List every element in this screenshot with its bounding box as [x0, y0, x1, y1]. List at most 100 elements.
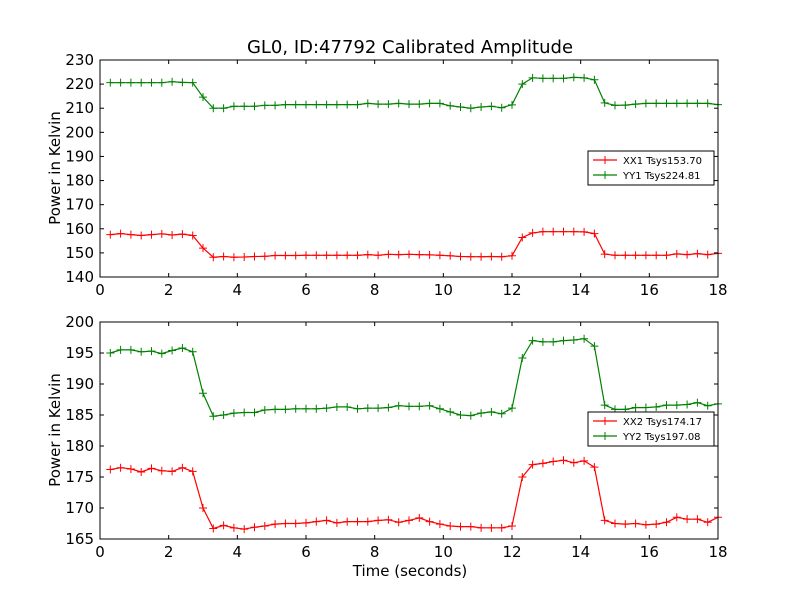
top-series-1-point: [621, 101, 630, 110]
top-series-0-point: [703, 250, 712, 259]
top-series-1-point: [683, 99, 692, 108]
bottom-series-0-point: [693, 515, 702, 524]
bottom-series-0-point: [116, 463, 125, 472]
bottom-series-0-point: [466, 522, 475, 531]
top-series-0-point: [209, 253, 218, 262]
bottom-series-0-point: [147, 464, 156, 473]
top-y-tick-label: 210: [65, 99, 94, 117]
bottom-series-1-point: [456, 411, 465, 419]
top-y-tick-label: 180: [65, 172, 94, 190]
bottom-y-tick-label: 200: [65, 313, 94, 331]
top-series-0-point: [538, 227, 547, 236]
top-x-tick-label: 8: [370, 281, 380, 299]
top-series-1-point: [549, 74, 558, 83]
bottom-series-1-point: [662, 401, 671, 410]
bottom-y-tick-label: 165: [65, 530, 94, 548]
top-series-1-point: [466, 104, 475, 113]
bottom-series-0-point: [178, 463, 187, 472]
bottom-series-1-point: [137, 347, 146, 356]
top-series-0-point: [446, 251, 455, 260]
top-series-0-point: [291, 251, 300, 260]
top-series-0-point: [260, 252, 269, 261]
bottom-x-tick-label: 18: [708, 543, 727, 561]
top-series-1-point: [374, 100, 383, 109]
top-series-1-point: [302, 100, 310, 109]
top-series-1-point: [291, 100, 300, 109]
top-x-tick-label: 2: [164, 281, 174, 299]
bottom-series-0-point: [353, 517, 362, 526]
top-series-0-point: [106, 230, 115, 239]
bottom-series-1-point: [302, 404, 310, 413]
top-x-tick-label: 4: [233, 281, 243, 299]
bottom-series-1-point: [538, 337, 547, 346]
bottom-series-1-point: [250, 408, 259, 417]
bottom-series-1-point: [343, 402, 352, 411]
top-series-0-point: [343, 251, 352, 260]
top-series-1-point: [260, 101, 269, 110]
top-series-0-point: [425, 250, 434, 259]
bottom-legend: XX2 Tsys174.17 YY2 Tsys197.08: [587, 411, 715, 447]
top-series-1-point: [312, 100, 321, 109]
bottom-series-0-point: [199, 504, 207, 512]
bottom-series-0-point: [384, 515, 393, 524]
top-series-1-point: [199, 93, 207, 102]
top-series-0-point: [528, 228, 537, 237]
bottom-series-1-point: [116, 345, 125, 354]
bottom-series-0-point: [126, 464, 135, 473]
top-legend: XX1 Tsys153.70 YY1 Tsys224.81: [587, 150, 715, 186]
bottom-series-0-point: [302, 518, 310, 527]
bottom-series-1-point: [353, 404, 362, 413]
top-series-0-point: [137, 231, 146, 240]
top-series-1-point: [580, 73, 589, 82]
top-series-0-point: [683, 250, 692, 259]
bottom-legend-marker-0: [601, 417, 609, 425]
top-series-0-point: [199, 244, 207, 253]
bottom-axes-frame: [99, 321, 719, 540]
bottom-series-0-point: [157, 466, 166, 475]
bottom-series-1-point: [652, 402, 661, 411]
top-series-0-point: [652, 251, 661, 260]
bottom-series-0-point: [456, 522, 465, 531]
top-series-1-point: [178, 78, 187, 87]
bottom-series-0-point: [672, 513, 681, 522]
bottom-x-axis-label: Time (seconds): [352, 562, 468, 580]
top-series-1-point: [569, 73, 578, 82]
bottom-series-1-point: [559, 336, 568, 345]
top-series-0-point: [219, 252, 228, 261]
bottom-series-1-point: [549, 337, 558, 346]
top-series-1-point: [384, 100, 393, 109]
bottom-series-1-point: [374, 404, 383, 413]
top-series-0-point: [240, 252, 249, 261]
bottom-series-1-point: [466, 411, 475, 420]
top-series-0-point: [559, 227, 568, 236]
top-series-0-point: [126, 230, 135, 239]
top-y-tick-label: 160: [65, 220, 94, 238]
top-series-0-point: [188, 231, 197, 240]
bottom-series-1-point: [126, 345, 135, 354]
bottom-series-1-point: [528, 336, 537, 345]
bottom-series-0-point: [219, 521, 228, 530]
top-series-0-point: [508, 251, 516, 260]
bottom-series-0-point: [446, 521, 455, 530]
bottom-series-1-point: [157, 349, 166, 358]
top-x-tick-label: 14: [571, 281, 590, 299]
bottom-series-1-point: [199, 389, 207, 398]
bottom-plot: 0 2 4 6 8 10 12 14 16 18 165 170 175 180 185 190 195 200 X…: [65, 313, 727, 561]
bottom-x-tick-label: 12: [502, 543, 521, 561]
top-series-0-point: [662, 251, 671, 260]
bottom-series-0-point: [322, 516, 331, 525]
top-plot: 0 2 4 6 8 10 12 14 16 18 140 150 160 170 180 190 200 210 2…: [65, 51, 727, 299]
bottom-series-0-point: [569, 458, 578, 467]
bottom-series-0-point: [580, 456, 589, 465]
top-series-0-point: [415, 250, 424, 259]
bottom-series-1-point: [240, 408, 249, 417]
bottom-y-tick-label: 180: [65, 437, 94, 455]
bottom-y-axis-label: Power in Kelvin: [46, 373, 64, 487]
top-series-1-point: [559, 74, 568, 83]
top-series-1-point: [281, 100, 290, 109]
top-series-0-point: [168, 231, 177, 240]
top-series-1-point: [415, 100, 424, 109]
top-series-0-point: [641, 251, 650, 260]
top-x-tick-label: 10: [434, 281, 453, 299]
